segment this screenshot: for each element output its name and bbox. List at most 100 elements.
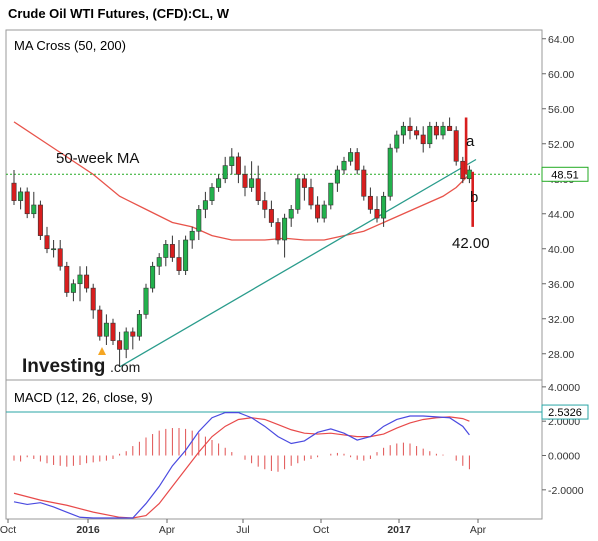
- candle-body: [229, 156, 235, 166]
- x-tick-label: Apr: [159, 524, 176, 536]
- candle-body: [321, 204, 327, 219]
- candle-body: [447, 125, 453, 131]
- price-tick-label: 56.00: [548, 104, 574, 116]
- candle-body: [367, 195, 373, 210]
- candle-body: [70, 283, 76, 293]
- candle-body: [196, 209, 202, 232]
- x-tick-label: Oct: [0, 524, 16, 536]
- candle-body: [150, 265, 156, 289]
- candle-body: [64, 265, 70, 293]
- candle-body: [117, 340, 123, 350]
- candle-body: [275, 222, 281, 241]
- candle-body: [453, 130, 459, 162]
- candle-body: [301, 178, 307, 188]
- ma-annotation: 50-week MA: [56, 150, 139, 167]
- price-tick-label: 40.00: [548, 244, 574, 256]
- candle-body: [176, 257, 182, 271]
- candle-body: [381, 195, 387, 219]
- x-tick-label: Oct: [313, 524, 329, 536]
- macd-tick-label: 0.0000: [548, 451, 580, 463]
- candle-body: [262, 200, 268, 210]
- candle-body: [103, 322, 109, 337]
- candle-body: [110, 322, 116, 341]
- macd-histogram: [13, 428, 470, 472]
- candle-body: [183, 239, 189, 271]
- target-price-label: 42.00: [452, 235, 490, 252]
- moving-average-line: [13, 121, 470, 241]
- price-panel-label: MA Cross (50, 200): [14, 38, 126, 53]
- candle-body: [308, 187, 314, 206]
- candle-body: [420, 134, 426, 145]
- investing-logo: Investing .com: [22, 347, 140, 377]
- candle-body: [348, 152, 354, 162]
- price-tick-label: 36.00: [548, 279, 574, 291]
- candle-body: [97, 309, 103, 337]
- candle-body: [37, 204, 43, 236]
- trendline: [119, 158, 477, 368]
- x-tick-label: 2017: [387, 524, 411, 536]
- candle-body: [209, 187, 215, 201]
- candle-body: [57, 248, 63, 267]
- candle-body: [341, 160, 347, 171]
- price-tick-label: 32.00: [548, 314, 574, 326]
- ma-layer: [13, 121, 470, 241]
- current-price-value: 48.51: [551, 169, 579, 181]
- candle-body: [315, 204, 321, 219]
- candle-body: [84, 274, 90, 289]
- candle-body: [387, 147, 393, 197]
- candle-body: [123, 331, 129, 350]
- macd-current-value: 2.5326: [548, 407, 582, 419]
- signal-line: [13, 416, 470, 519]
- candle-body: [295, 178, 301, 210]
- wave-a-label: a: [466, 133, 475, 150]
- candle-body: [31, 204, 37, 215]
- candle-body: [400, 125, 406, 136]
- price-tick-label: 44.00: [548, 209, 574, 221]
- macd-value-badge: [541, 404, 589, 420]
- candle-body: [242, 174, 248, 188]
- x-tick-label: Jul: [236, 524, 249, 536]
- candle-body: [156, 257, 162, 267]
- price-tick-label: 64.00: [548, 34, 574, 46]
- price-panel[interactable]: [5, 29, 543, 381]
- candle-body: [288, 209, 294, 219]
- candle-body: [328, 182, 334, 206]
- candle-body: [11, 182, 17, 201]
- candle-body: [24, 191, 30, 215]
- macd-tick-label: -2.0000: [548, 485, 584, 497]
- candle-body: [268, 209, 274, 223]
- candle-body: [44, 235, 50, 250]
- candle-body: [169, 244, 175, 258]
- candle-body: [222, 165, 228, 180]
- price-tick-label: 28.00: [548, 349, 574, 361]
- macd-panel[interactable]: [5, 379, 543, 520]
- x-tick-label: 2016: [76, 524, 100, 536]
- candle-body: [466, 169, 472, 180]
- candle-body: [235, 156, 241, 175]
- candle-body: [282, 217, 288, 241]
- candle-body: [394, 134, 400, 149]
- candle-body: [414, 130, 420, 136]
- x-axis: Oct 2016 Apr Jul Oct 2017 Apr: [0, 519, 487, 536]
- candle-body: [433, 125, 439, 136]
- candle-body: [163, 244, 169, 258]
- x-tick-label: Apr: [470, 524, 487, 536]
- macd-panel-label: MACD (12, 26, close, 9): [14, 390, 153, 405]
- wave-b-label: b: [470, 189, 478, 206]
- candle-body: [136, 314, 142, 337]
- candle-body: [374, 209, 380, 219]
- candle-body: [407, 125, 413, 131]
- current-price-badge: [541, 166, 589, 182]
- price-tick-label: 52.00: [548, 139, 574, 151]
- candle-body: [427, 125, 433, 145]
- price-tick-label: 60.00: [548, 69, 574, 81]
- candle-body: [334, 169, 340, 184]
- candle-body: [18, 191, 24, 201]
- logo-main-text: Investing: [22, 356, 105, 377]
- candle-body: [361, 169, 367, 197]
- chart-title: Crude Oil WTI Futures, (CFD):CL, W: [8, 6, 230, 21]
- candle-body: [460, 160, 466, 180]
- macd-tick-label: 4.0000: [548, 382, 580, 394]
